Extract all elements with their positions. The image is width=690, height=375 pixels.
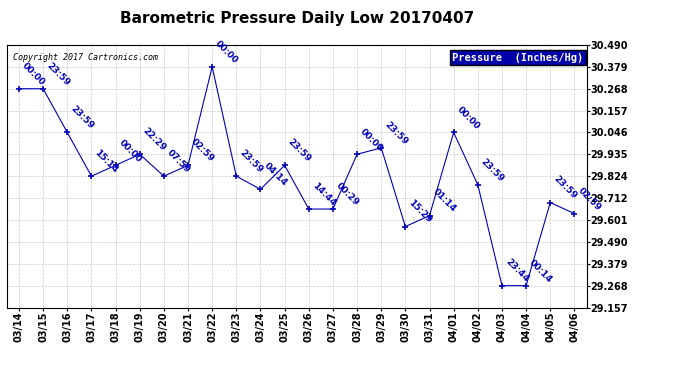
Text: 02:59: 02:59 [190,137,216,164]
Text: 02:59: 02:59 [576,186,602,212]
Text: 00:14: 00:14 [528,258,554,284]
Text: 14:44: 14:44 [310,181,337,208]
Text: 15:14: 15:14 [93,148,119,175]
Text: 04:14: 04:14 [262,161,288,188]
Text: Copyright 2017 Cartronics.com: Copyright 2017 Cartronics.com [12,53,158,62]
Text: 00:00: 00:00 [21,61,47,87]
Text: 00:00: 00:00 [117,138,144,164]
Text: Pressure  (Inches/Hg): Pressure (Inches/Hg) [453,53,584,63]
Text: 23:59: 23:59 [552,174,578,201]
Text: 01:14: 01:14 [431,188,457,214]
Text: 00:00: 00:00 [359,127,385,153]
Text: 23:59: 23:59 [238,148,264,175]
Text: Barometric Pressure Daily Low 20170407: Barometric Pressure Daily Low 20170407 [119,11,474,26]
Text: 23:59: 23:59 [45,61,71,87]
Text: 23:44: 23:44 [504,258,530,284]
Text: 00:00: 00:00 [455,105,482,131]
Text: 23:59: 23:59 [383,120,409,146]
Text: 07:59: 07:59 [166,148,192,175]
Text: 00:00: 00:00 [214,39,240,66]
Text: 23:59: 23:59 [286,137,313,164]
Text: 15:29: 15:29 [407,198,433,225]
Text: 23:59: 23:59 [480,157,506,183]
Text: 22:29: 22:29 [141,126,168,153]
Text: 23:59: 23:59 [69,104,95,131]
Text: 00:29: 00:29 [335,181,361,208]
